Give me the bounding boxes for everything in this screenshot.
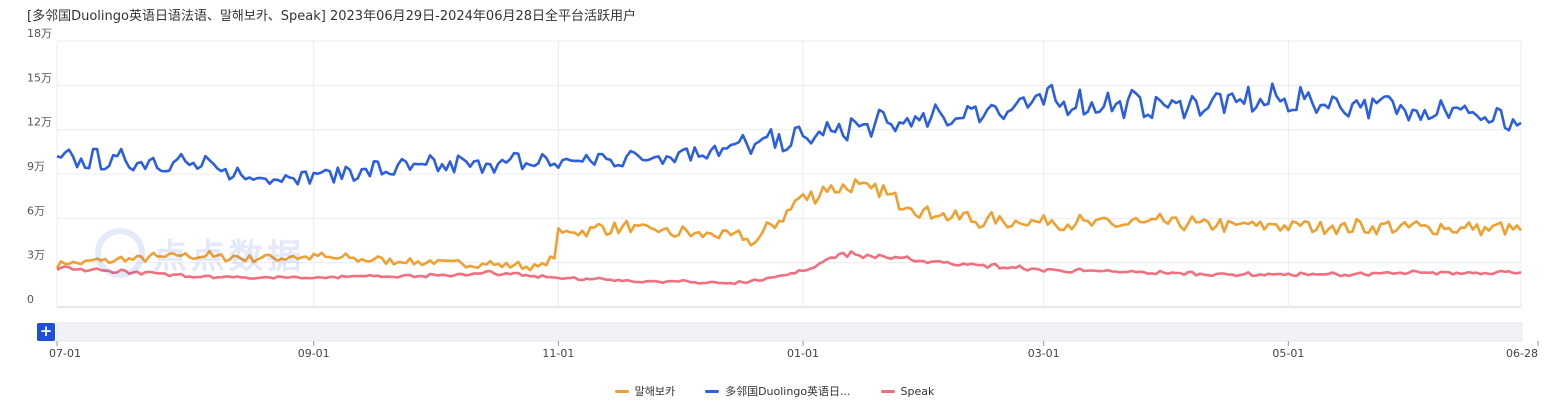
chart-title: [多邻国Duolingo英语日语法语、말해보카、Speak] 2023年06月2… [27,9,637,24]
y-tick-label: 3万 [27,249,45,262]
legend-swatch [880,389,895,393]
y-tick-label: 15万 [27,71,52,84]
y-tick-label: 6万 [27,204,45,217]
y-tick-label: 12万 [27,116,52,129]
x-tick-label: 03-01 [1028,347,1060,360]
zoom-in-button[interactable]: + [37,323,55,341]
legend-item[interactable]: 말해보카 [614,383,676,399]
legend-swatch [614,389,629,393]
series-line [56,250,1522,286]
y-tick-label: 18万 [27,27,52,40]
grid-layer [56,40,1522,308]
x-tick-label: 05-01 [1272,347,1304,360]
y-tick-label: 9万 [27,160,45,173]
legend: 말해보카 多邻国Duolingo英语日... Speak [0,383,1549,399]
legend-swatch [705,389,720,393]
y-axis: 0 3万 6万 9万 12万 15万 18万 [27,27,52,306]
x-tick-label: 06-28 [1506,347,1538,360]
series-layer [55,82,1523,286]
legend-label: 多邻国Duolingo英语日... [725,385,851,398]
legend-item[interactable]: Speak [880,383,935,399]
x-tick-label: 07-01 [49,347,81,360]
legend-label: 말해보카 [634,385,676,398]
series-line [56,82,1522,186]
x-tick-label: 01-01 [787,347,819,360]
x-tick-label: 11-01 [542,347,574,360]
x-axis: 07-01 09-01 11-01 01-01 03-01 05-01 06-28 [49,341,1539,360]
series-line [55,178,1523,272]
x-tick-label: 09-01 [298,347,330,360]
legend-item[interactable]: 多邻国Duolingo英语日... [705,383,851,399]
range-scrollbar[interactable] [56,322,1523,342]
legend-label: Speak [900,384,935,398]
range-scrollbar-track[interactable] [56,322,1523,342]
y-tick-label: 0 [27,293,34,306]
